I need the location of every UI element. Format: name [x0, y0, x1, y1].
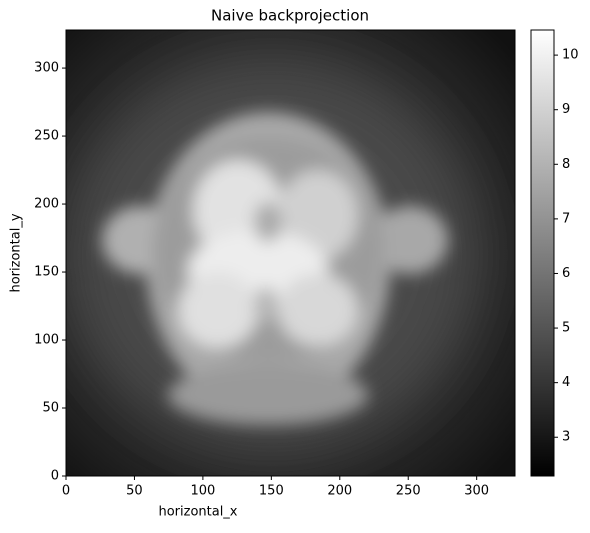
colorbar-tick-label: 3 [562, 430, 570, 445]
chart-title: Naive backprojection [211, 7, 369, 25]
y-tick-label: 300 [34, 61, 59, 76]
x-tick-label: 200 [327, 484, 352, 499]
x-axis-label: horizontal_x [158, 505, 237, 520]
x-tick-label: 250 [396, 484, 421, 499]
y-axis-label: horizontal_y [9, 213, 24, 292]
image [66, 30, 515, 476]
colorbar [530, 29, 555, 477]
x-tick-label: 100 [190, 484, 215, 499]
x-tick-label: 300 [464, 484, 489, 499]
colorbar-tick-label: 7 [562, 211, 570, 226]
colorbar-tick-label: 5 [562, 321, 570, 336]
colorbar-tick-label: 9 [562, 102, 570, 117]
y-tick-label: 100 [34, 333, 59, 348]
colorbar-tick-label: 10 [562, 48, 579, 63]
y-tick-label: 150 [34, 265, 59, 280]
x-tick-label: 50 [126, 484, 143, 499]
y-tick-label: 200 [34, 197, 59, 212]
colorbar-tick-label: 6 [562, 266, 570, 281]
plot-frame [65, 29, 516, 477]
colorbar-tick-label: 4 [562, 375, 570, 390]
y-tick-label: 250 [34, 129, 59, 144]
x-tick-label: 150 [259, 484, 284, 499]
y-tick-label: 50 [42, 401, 59, 416]
colorbar-tick-label: 8 [562, 157, 570, 172]
y-tick-label: 0 [51, 469, 59, 484]
x-tick-label: 0 [62, 484, 70, 499]
